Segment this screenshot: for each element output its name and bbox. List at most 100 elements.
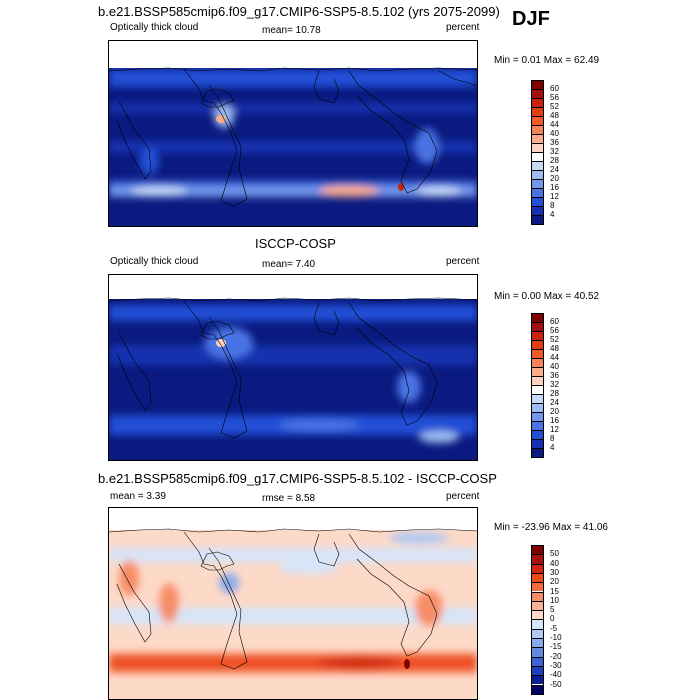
- colorbar-swatch: [531, 439, 544, 448]
- colorbar-swatch: [531, 572, 544, 583]
- colorbar-swatch: [531, 152, 544, 161]
- panel3-rmse-label: rmse = 8.58: [262, 493, 316, 504]
- panel2-mean-label: mean= 7.40: [262, 259, 316, 270]
- colorbar-tick-label: 40: [550, 129, 559, 138]
- colorbar-swatch: [531, 675, 544, 685]
- colorbar-tick-label: 28: [550, 389, 559, 398]
- colorbar-swatch: [531, 591, 544, 601]
- colorbar-frame: [531, 545, 544, 695]
- colorbar-swatch: [531, 628, 544, 638]
- colorbar-tick-label: 30: [550, 567, 559, 577]
- panel1-left-label: Optically thick cloud: [110, 22, 199, 33]
- panel2-map: [108, 274, 478, 461]
- colorbar-tick-label: 20: [550, 577, 559, 587]
- panel1-map: [108, 40, 478, 227]
- colorbar-swatch: [531, 188, 544, 197]
- colorbar-swatch: [531, 421, 544, 430]
- panel2-minmax: Min = 0.00 Max = 40.52: [494, 291, 600, 302]
- colorbar-swatch: [531, 412, 544, 421]
- colorbar-swatch: [531, 610, 544, 620]
- colorbar-swatch: [531, 179, 544, 188]
- colorbar-tick-label: 20: [550, 174, 559, 183]
- panel3-mean-label: mean = 3.39: [110, 491, 166, 502]
- colorbar-tick-label: -5: [550, 623, 558, 633]
- colorbar-swatch: [531, 143, 544, 152]
- colorbar-tick-label: 8: [550, 201, 555, 210]
- colorbar-swatch: [531, 554, 544, 564]
- colorbar-swatch: [531, 563, 544, 573]
- colorbar-swatch: [531, 215, 544, 224]
- panel3-map: [108, 507, 478, 700]
- colorbar-swatch: [531, 125, 544, 134]
- colorbar-swatch: [531, 376, 544, 385]
- colorbar-swatch: [531, 394, 544, 403]
- panel3-units-label: percent: [446, 491, 480, 502]
- colorbar-tick-label: 28: [550, 156, 559, 165]
- colorbar-frame: [531, 80, 544, 225]
- colorbar-swatch: [531, 134, 544, 143]
- colorbar-tick-label: 44: [550, 120, 559, 129]
- colorbar-tick-label: 40: [550, 558, 559, 568]
- colorbar-swatch: [531, 161, 544, 170]
- colorbar-swatch: [531, 430, 544, 439]
- colorbar-tick-label: 32: [550, 147, 559, 156]
- colorbar-swatch: [531, 116, 544, 125]
- colorbar-tick-label: 12: [550, 425, 559, 434]
- colorbar-tick-label: 5: [550, 605, 555, 615]
- colorbar-tick-label: 36: [550, 138, 559, 147]
- colorbar-tick-label: -10: [550, 633, 562, 642]
- colorbar-tick-label: 24: [550, 165, 559, 174]
- colorbar-tick-label: -40: [550, 670, 562, 680]
- colorbar-tick-label: 36: [550, 371, 559, 380]
- colorbar-tick-label: 15: [550, 586, 559, 596]
- colorbar-swatch: [531, 340, 544, 349]
- colorbar-tick-label: -50: [550, 679, 562, 689]
- panel1-title: b.e21.BSSP585cmip6.f09_g17.CMIP6-SSP5-8.…: [98, 4, 500, 19]
- colorbar-tick-label: 0: [550, 614, 555, 624]
- colorbar-swatch: [531, 647, 544, 657]
- colorbar-tick-label: -20: [550, 651, 562, 661]
- colorbar-swatch: [531, 665, 544, 676]
- colorbar-tick-label: 4: [550, 443, 555, 452]
- colorbar-tick-label: -30: [550, 660, 562, 670]
- colorbar-tick-label: 8: [550, 434, 555, 443]
- colorbar-tick-label: 16: [550, 183, 559, 192]
- colorbar-swatch: [531, 89, 544, 98]
- colorbar-swatch: [531, 197, 544, 206]
- colorbar-tick-label: 52: [550, 102, 559, 111]
- colorbar-frame: [531, 313, 544, 458]
- colorbar-tick-label: 60: [550, 317, 559, 326]
- colorbar-tick-label: 12: [550, 192, 559, 201]
- colorbar-swatch: [531, 98, 544, 107]
- colorbar-tick-label: 10: [550, 595, 559, 605]
- colorbar-tick-label: 56: [550, 326, 559, 335]
- colorbar-tick-label: 40: [550, 362, 559, 371]
- colorbar-swatch: [531, 206, 544, 215]
- coastlines-icon: [109, 67, 477, 207]
- panel1-mean-label: mean= 10.78: [262, 25, 321, 36]
- colorbar-swatch: [531, 331, 544, 340]
- colorbar-swatch: [531, 582, 544, 592]
- colorbar-tick-label: 56: [550, 93, 559, 102]
- colorbar-tick-label: 48: [550, 344, 559, 353]
- colorbar-tick-label: 60: [550, 84, 559, 93]
- panel2-title: ISCCP-COSP: [255, 236, 336, 251]
- colorbar-tick-label: 48: [550, 111, 559, 120]
- colorbar-tick-label: 50: [550, 549, 559, 559]
- panel2-left-label: Optically thick cloud: [110, 256, 199, 267]
- colorbar-tick-label: 20: [550, 407, 559, 416]
- colorbar-swatch: [531, 349, 544, 358]
- colorbar-swatch: [531, 107, 544, 116]
- colorbar-swatch: [531, 385, 544, 394]
- colorbar-tick-label: 52: [550, 335, 559, 344]
- colorbar-swatch: [531, 448, 544, 457]
- colorbar-swatch: [531, 656, 544, 666]
- panel3-minmax: Min = -23.96 Max = 41.06: [494, 522, 608, 533]
- colorbar-swatch: [531, 358, 544, 367]
- colorbar-swatch: [531, 619, 544, 629]
- colorbar-swatch: [531, 170, 544, 179]
- colorbar-tick-label: 44: [550, 353, 559, 362]
- panel2-units-label: percent: [446, 256, 480, 267]
- colorbar-swatch: [531, 600, 544, 611]
- panel3-title: b.e21.BSSP585cmip6.f09_g17.CMIP6-SSP5-8.…: [98, 471, 497, 486]
